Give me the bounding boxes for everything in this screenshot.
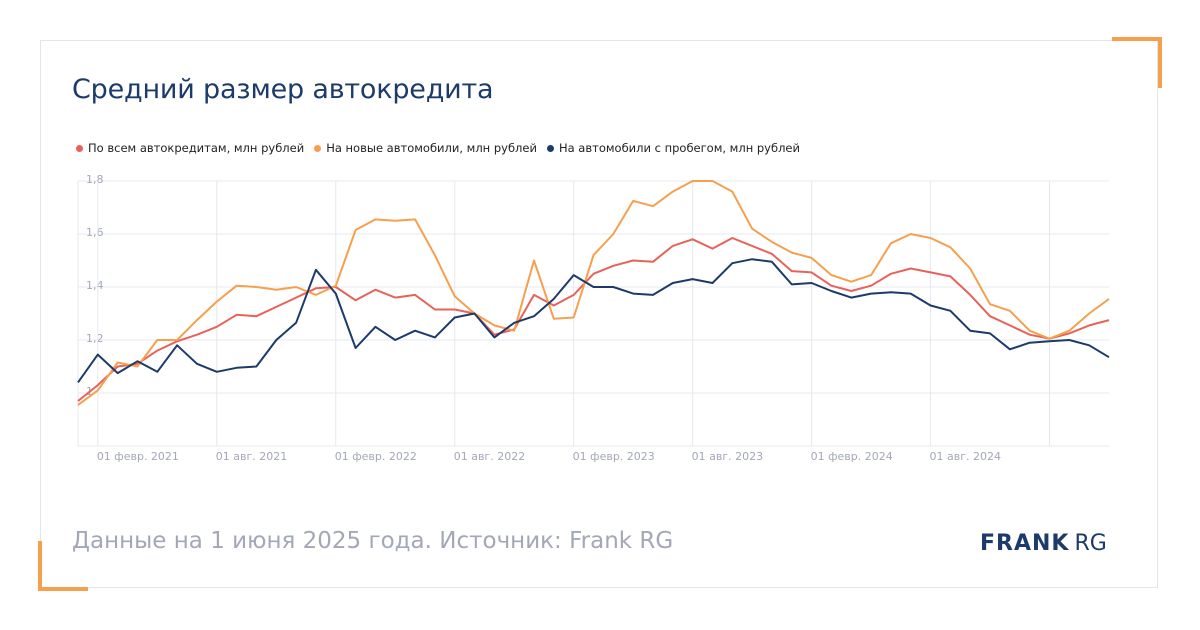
legend-dot-icon — [314, 144, 322, 152]
legend-dot-icon — [76, 144, 83, 152]
frank-rg-logo: FRANK RG — [980, 531, 1107, 556]
y-tick-label: 1,6 — [86, 226, 104, 239]
chart-card — [40, 40, 1158, 588]
logo-suffix: RG — [1074, 531, 1107, 556]
legend-dot-icon — [546, 144, 554, 152]
corner-accent-bottom-left — [38, 587, 88, 591]
series-line-3 — [77, 258, 1110, 383]
chart-legend: По всем автокредитам, млн рублей На новы… — [76, 141, 800, 155]
corner-accent-bottom-left-vertical — [38, 541, 42, 591]
y-tick-label: 1,2 — [86, 332, 104, 345]
corner-accent-top-right — [1112, 37, 1162, 41]
legend-item-all-loans[interactable]: По всем автокредитам, млн рублей — [76, 141, 304, 155]
y-tick-label: 1,4 — [86, 279, 104, 292]
legend-item-used-cars[interactable]: На автомобили с пробегом, млн рублей — [546, 141, 800, 155]
x-tick-label: 01 февр. 2024 — [811, 450, 893, 463]
x-tick-label: 01 февр. 2022 — [335, 450, 417, 463]
x-tick-label: 01 авг. 2022 — [454, 450, 525, 463]
chart-title: Средний размер автокредита — [72, 74, 494, 105]
series-line-2 — [77, 180, 1110, 406]
series-line-1 — [77, 237, 1110, 402]
y-tick-label: 1,8 — [86, 173, 104, 186]
x-tick-label: 01 авг. 2021 — [216, 450, 287, 463]
legend-item-new-cars[interactable]: На новые автомобили, млн рублей — [314, 141, 537, 155]
x-tick-label: 01 авг. 2024 — [930, 450, 1001, 463]
source-note: Данные на 1 июня 2025 года. Источник: Fr… — [72, 528, 674, 554]
x-tick-label: 01 авг. 2023 — [692, 450, 763, 463]
logo-wordmark: FRANK — [980, 531, 1070, 556]
corner-accent-top-right-vertical — [1158, 37, 1162, 88]
x-tick-label: 01 февр. 2021 — [97, 450, 179, 463]
legend-label: На новые автомобили, млн рублей — [326, 141, 537, 155]
legend-label: На автомобили с пробегом, млн рублей — [558, 141, 800, 155]
legend-label: По всем автокредитам, млн рублей — [88, 141, 305, 155]
x-tick-label: 01 февр. 2023 — [573, 450, 655, 463]
